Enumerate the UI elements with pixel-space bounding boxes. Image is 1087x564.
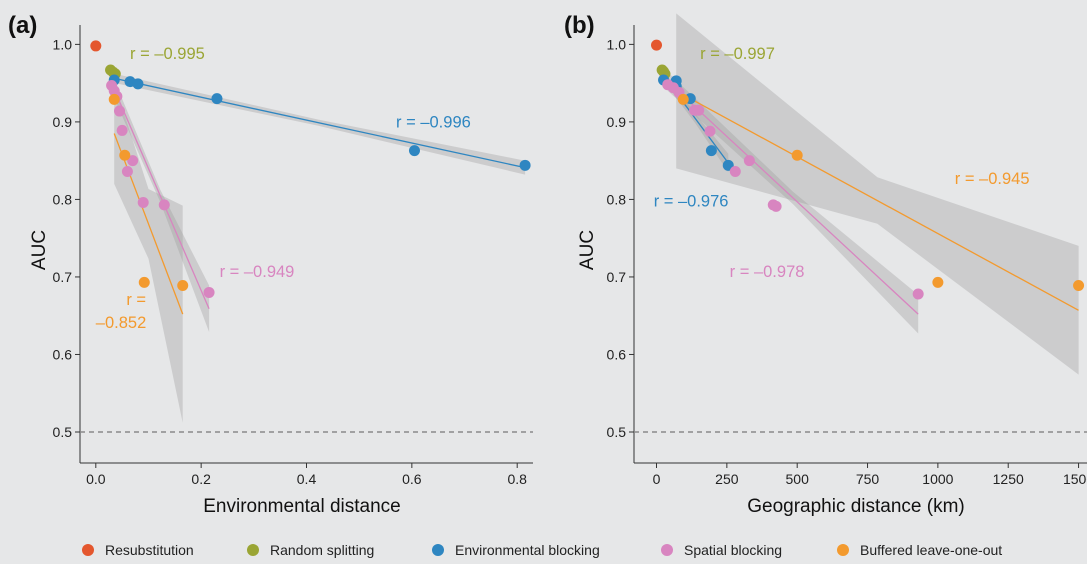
legend-marker-environmental-blocking (432, 544, 444, 556)
panel-a-point-buffered-leave-one-out (138, 276, 150, 288)
panel-b-y-tick-label: 0.6 (607, 346, 627, 362)
legend-marker-resubstitution (82, 544, 94, 556)
panel-a-fit-spatial-blocking (111, 82, 210, 309)
legend-marker-random-splitting (247, 544, 259, 556)
panel-a-r-annotation: r = (126, 291, 146, 309)
panel-b-y-tick-label: 1.0 (607, 36, 627, 52)
panel-a-xlabel: Environmental distance (203, 496, 401, 517)
panel-b-y-tick-label: 0.7 (607, 269, 627, 285)
panel-a-x-tick-label: 0.2 (191, 471, 211, 487)
panel-a-point-environmental-blocking (211, 93, 223, 105)
panel-b: (b) AUC Geographic distance (km) 0.5 0.6 0… (564, 12, 1087, 517)
panel-b-x-tick-label: 250 (715, 471, 739, 487)
legend: Resubstitution Random splitting Environmen… (82, 542, 1002, 558)
panel-a-r-annotation: r = –0.995 (130, 45, 205, 63)
panel-a-x-tick-label: 0.6 (402, 471, 422, 487)
panel-a-point-spatial-blocking (158, 199, 170, 211)
panel-a-point-environmental-blocking (132, 78, 144, 90)
panel-a-point-buffered-leave-one-out (177, 279, 189, 291)
panel-b-x-tick-label: 1500 (1063, 471, 1087, 487)
legend-label-environmental-blocking: Environmental blocking (455, 542, 600, 558)
legend-marker-buffered-leave-one-out (837, 544, 849, 556)
legend-label-random-splitting: Random splitting (270, 542, 374, 558)
panel-b-point-buffered-leave-one-out (1073, 279, 1085, 291)
legend-label-resubstitution: Resubstitution (105, 542, 194, 558)
panel-a-y-tick-label: 0.7 (53, 269, 73, 285)
panel-a-r-annotation: r = –0.949 (220, 263, 295, 281)
panel-b-point-spatial-blocking (743, 155, 755, 167)
panel-a-y-tick-label: 0.6 (53, 346, 73, 362)
panel-a-point-spatial-blocking (116, 124, 128, 136)
panel-b-r-annotation: r = –0.978 (730, 263, 805, 281)
panel-a-letter: (a) (8, 12, 37, 39)
panel-a-point-environmental-blocking (519, 159, 531, 171)
panel-a-point-spatial-blocking (203, 286, 215, 298)
panel-b-x-tick-label: 1250 (993, 471, 1024, 487)
panel-b-x-tick-label: 500 (786, 471, 810, 487)
legend-marker-spatial-blocking (661, 544, 673, 556)
panel-b-band-spatial-blocking (667, 72, 919, 334)
panel-a-y-tick-label: 1.0 (53, 36, 73, 52)
panel-a-y-tick-label: 0.5 (53, 424, 73, 440)
panel-a-point-buffered-leave-one-out (108, 93, 120, 105)
panel-a-r-annotation: –0.852 (96, 314, 146, 332)
panel-b-point-spatial-blocking (729, 166, 741, 178)
panel-b-y-tick-label: 0.8 (607, 191, 627, 207)
panel-b-point-spatial-blocking (770, 200, 782, 212)
panel-b-y-tick-label: 0.5 (607, 424, 627, 440)
panel-a: (a) AUC Environmental distance 0.5 0.6 0.7… (8, 12, 533, 517)
panel-b-point-spatial-blocking (704, 125, 716, 137)
panel-b-point-buffered-leave-one-out (932, 276, 944, 288)
panel-b-r-annotation: r = –0.945 (955, 170, 1030, 188)
panel-a-y-tick-label: 0.8 (53, 191, 73, 207)
panel-b-x-tick-label: 1000 (922, 471, 953, 487)
panel-b-y-tick-label: 0.9 (607, 114, 627, 130)
panel-a-point-resubstitution (90, 40, 102, 52)
panel-b-point-environmental-blocking (705, 145, 717, 157)
panel-b-fit-spatial-blocking (667, 81, 919, 315)
panel-a-x-tick-label: 0.8 (507, 471, 527, 487)
panel-b-x-tick-label: 0 (653, 471, 661, 487)
panel-a-point-spatial-blocking (137, 197, 149, 209)
panel-b-letter: (b) (564, 12, 595, 39)
panel-b-point-spatial-blocking (912, 288, 924, 300)
panel-a-ylabel: AUC (29, 230, 50, 270)
panel-a-point-spatial-blocking (114, 105, 126, 117)
panel-b-point-spatial-blocking (693, 104, 705, 116)
panel-a-fit-environmental-blocking (111, 77, 526, 169)
legend-label-spatial-blocking: Spatial blocking (684, 542, 782, 558)
panel-b-point-buffered-leave-one-out (791, 149, 803, 161)
panel-a-point-spatial-blocking (121, 166, 133, 178)
panel-b-r-annotation: r = –0.976 (654, 192, 729, 210)
panel-b-band-buffered-leave-one-out (676, 13, 1079, 375)
panel-a-x-tick-label: 0.4 (297, 471, 317, 487)
panel-b-xlabel: Geographic distance (km) (747, 496, 965, 517)
panel-a-point-buffered-leave-one-out (119, 149, 131, 161)
panel-a-y-tick-label: 0.9 (53, 114, 73, 130)
legend-label-buffered-leave-one-out: Buffered leave-one-out (860, 542, 1002, 558)
panel-a-x-tick-label: 0.0 (86, 471, 106, 487)
panel-b-r-annotation: r = –0.997 (700, 45, 775, 63)
panel-b-point-environmental-blocking (722, 159, 734, 171)
panel-a-point-spatial-blocking (127, 155, 139, 167)
panel-a-point-environmental-blocking (408, 145, 420, 157)
panel-b-point-resubstitution (651, 39, 663, 51)
panel-b-point-buffered-leave-one-out (677, 93, 689, 105)
panel-b-ylabel: AUC (577, 230, 598, 270)
panel-b-x-tick-label: 750 (856, 471, 880, 487)
panel-a-r-annotation: r = –0.996 (396, 113, 471, 131)
panel-b-fit-buffered-leave-one-out (675, 90, 1079, 311)
panel-a-fit-buffered-leave-one-out (113, 133, 184, 315)
